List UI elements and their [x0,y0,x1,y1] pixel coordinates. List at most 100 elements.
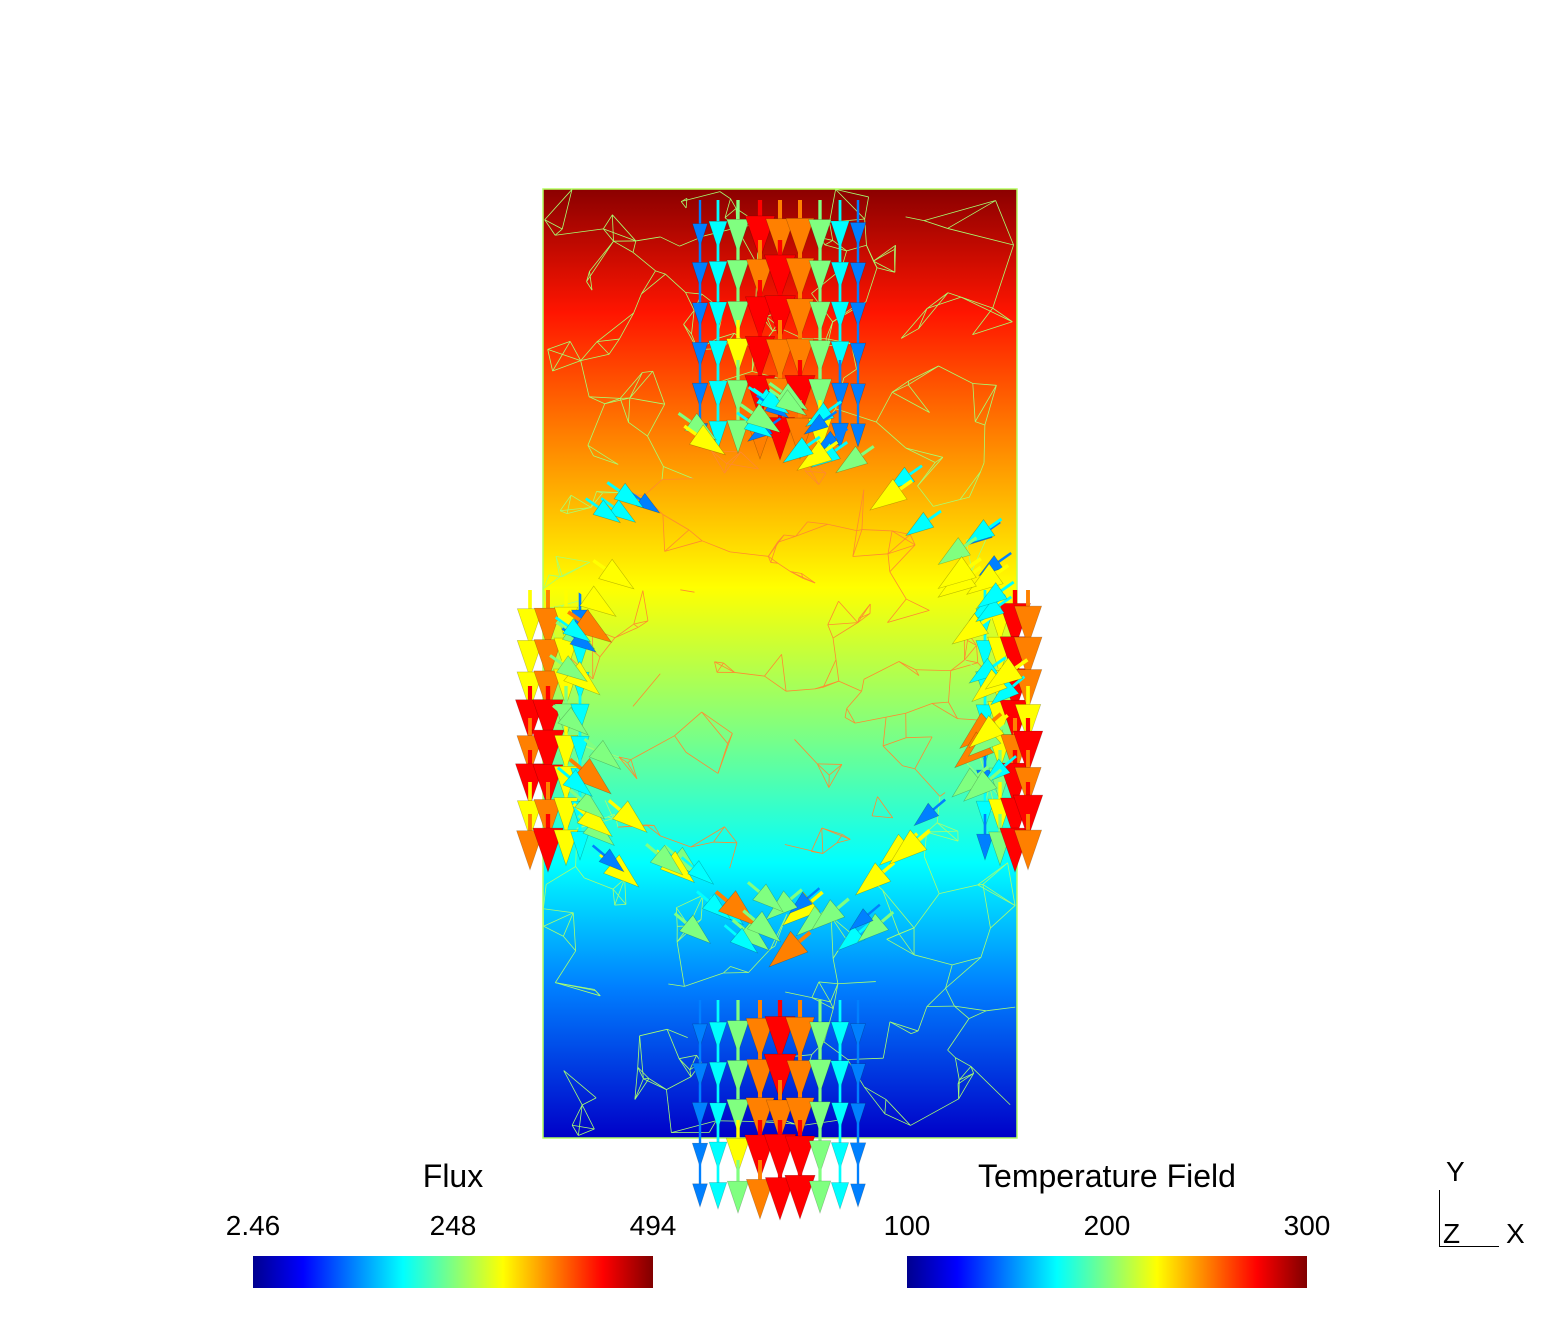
mesh-edge [604,800,614,819]
mesh-edge [887,530,893,554]
mesh-edge [905,447,943,458]
mesh-edge [542,884,547,909]
mesh-edge [972,383,997,386]
mesh-edge [861,679,865,692]
mesh-edge [827,601,839,625]
mesh-edge [618,756,632,760]
mesh-edge [764,654,782,677]
mesh-edge [936,822,959,842]
mesh-edge [726,463,759,470]
mesh-edge [945,956,982,989]
mesh-edge [926,831,959,842]
mesh-edge [902,765,915,770]
flux-arrow [683,424,726,456]
flux-arrow [607,799,648,833]
mesh-edge [876,267,895,273]
mesh-edge [804,470,819,485]
mesh-edge [824,240,833,246]
mesh-edge [614,627,639,639]
flux-arrow [784,1160,816,1220]
flux-arrow [573,585,617,617]
mesh-edge [724,451,742,474]
flux-arrow [746,881,784,913]
mesh-edge [926,296,962,309]
mesh-edge [547,604,564,609]
mesh-edge [889,1021,912,1035]
mesh-edge [913,893,940,929]
mesh-edge [711,450,727,464]
mesh-edge [898,933,915,956]
flux-arrow [849,280,867,328]
mesh-edge [685,751,719,774]
mesh-edge [634,1078,650,1100]
mesh-edge [947,228,1014,246]
mesh-edge [882,889,915,929]
flux-arrow [745,1080,775,1140]
flux-arrow [848,903,881,931]
flux-arrows [515,200,1044,1221]
mesh-edge [714,661,735,673]
mesh-edge [835,189,865,220]
flux-arrow [568,788,606,820]
flux-arrow [830,240,850,290]
flux-arrow [739,403,782,434]
mesh-edge [604,398,621,405]
mesh-edge [783,534,796,537]
mesh-edge [822,659,837,688]
mesh-edge [909,534,916,546]
mesh-edge [910,1098,959,1126]
mesh-edge [555,556,563,577]
mesh-edge [679,1054,697,1060]
mesh-edge [905,703,933,714]
mesh-edge [642,370,653,373]
mesh-edge [547,348,581,361]
mesh-edge [634,1067,639,1100]
mesh-edge [865,267,878,303]
mesh-edge [1007,862,1016,906]
mesh-edge [785,991,813,998]
mesh-edge [835,408,877,423]
mesh-edge [580,353,610,361]
mesh-edge [633,590,644,625]
mesh-edge [628,397,631,423]
mesh-edge [589,396,621,399]
mesh-edge [877,796,894,819]
flux-arrow [854,861,896,896]
flux-arrow [830,1000,850,1050]
mesh-edge [711,450,725,474]
flux-arrow [966,563,1010,595]
mesh-edge [555,982,595,990]
mesh-edge [663,466,694,479]
mesh-edge [691,310,695,335]
mesh-edge [863,1086,886,1114]
flux-arrow [830,1040,850,1090]
flux-arrow [809,280,831,334]
flux-arrow [830,1120,850,1170]
mesh-edge [555,555,590,563]
flux-arrow [808,320,832,374]
mesh-edge [578,1128,595,1136]
mesh-edge [836,838,851,844]
mesh-edge [937,822,959,832]
mesh-edge [603,228,636,242]
mesh-edge [615,819,619,828]
mesh-edge [959,496,970,500]
mesh-edge [861,529,893,532]
mesh-edge [794,739,818,765]
mesh-edge [908,365,939,386]
mesh-edge [875,392,893,423]
mesh-edge [913,954,929,959]
mesh-edge [614,623,635,639]
mesh-edge [708,1120,717,1133]
mesh-edge [664,540,703,552]
flux-arrow [869,478,913,511]
mesh-edge [835,659,840,682]
mesh-edge [827,624,834,639]
mesh-edge [619,398,629,423]
mesh-edge [790,571,802,574]
mesh-edge [918,292,949,329]
mesh-edge [885,712,906,718]
flux-arrow [763,240,797,301]
mesh-edge [637,1067,644,1079]
flux-arrow [691,1040,709,1088]
